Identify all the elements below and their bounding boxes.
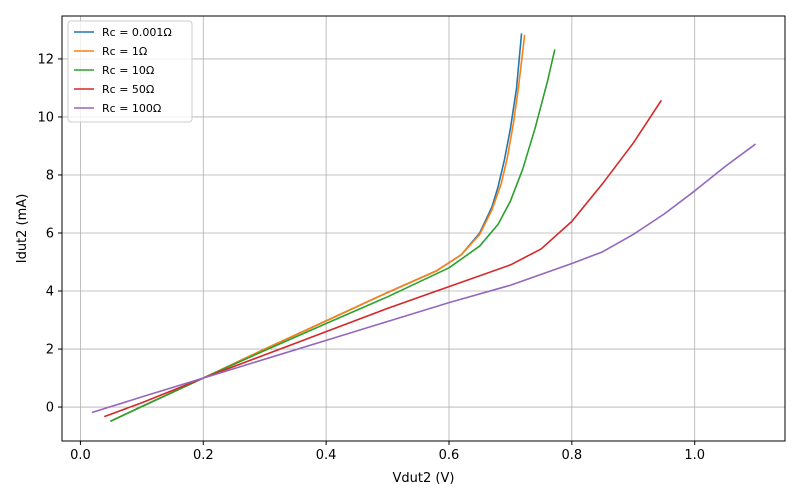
x-tick-label: 1.0 [684, 448, 705, 463]
legend-label: Rc = 50Ω [102, 83, 154, 96]
legend-box [67, 20, 193, 123]
x-tick-label: 0.6 [439, 448, 460, 463]
series-layer [91, 33, 757, 423]
legend-label: Rc = 10Ω [102, 64, 154, 77]
y-tick-label: 8 [46, 168, 54, 183]
x-tick-label: 0.0 [70, 448, 91, 463]
axis-ticks: 0.0 0.2 0.4 0.6 0.8 1.0 0 2 4 6 8 10 12 [37, 52, 705, 463]
legend-label: Rc = 0.001Ω [102, 26, 172, 39]
y-tick-label: 6 [46, 226, 54, 241]
x-tick-label: 0.4 [316, 448, 337, 463]
y-tick-label: 10 [37, 110, 54, 125]
y-tick-label: 4 [46, 285, 54, 300]
legend: Rc = 0.001Ω Rc = 1Ω Rc = 10Ω Rc = 50Ω Rc = 1… [67, 20, 193, 123]
y-tick-label: 12 [37, 52, 54, 67]
x-tick-label: 0.8 [562, 448, 583, 463]
y-tick-label: 2 [46, 343, 54, 358]
y-tick-label: 0 [46, 401, 54, 416]
legend-label: Rc = 1Ω [102, 45, 147, 58]
series-line-4 [91, 143, 757, 414]
grid-lines [62, 16, 785, 441]
legend-label: Rc = 100Ω [102, 102, 161, 115]
y-axis-label: Idut2 (mA) [15, 194, 30, 264]
plot-frame [61, 15, 786, 442]
x-axis-label: Vdut2 (V) [393, 471, 455, 486]
x-tick-label: 0.2 [193, 448, 214, 463]
